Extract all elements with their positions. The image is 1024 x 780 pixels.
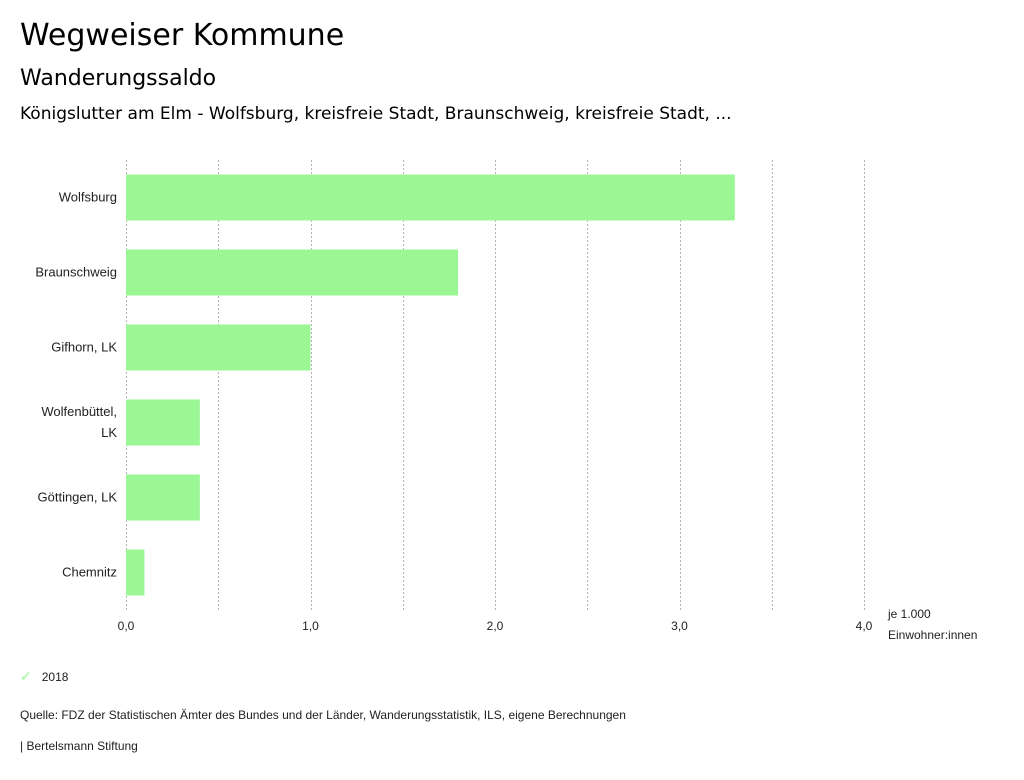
category-label-line: Wolfsburg bbox=[59, 190, 117, 205]
category-label: Braunschweig bbox=[35, 265, 117, 280]
x-tick-label: 4,0 bbox=[856, 619, 873, 633]
category-label-line: Gifhorn, LK bbox=[51, 340, 117, 355]
x-tick-label: 2,0 bbox=[487, 619, 504, 633]
x-axis-unit-line-2: Einwohner:innen bbox=[888, 628, 978, 642]
x-tick-label: 1,0 bbox=[302, 619, 319, 633]
category-label-line: LK bbox=[101, 425, 117, 440]
legend-item-2018[interactable]: ✓ 2018 bbox=[20, 668, 68, 685]
category-label: Gifhorn, LK bbox=[51, 340, 117, 355]
check-icon: ✓ bbox=[20, 668, 32, 684]
brand-credit: | Bertelsmann Stiftung bbox=[20, 739, 138, 753]
bar-chart: Wolfsburg Braunschweig Gifhorn, LK Wolfenbü… bbox=[35, 160, 873, 633]
x-tick-label: 3,0 bbox=[671, 619, 688, 633]
bar bbox=[126, 324, 311, 371]
x-axis-unit: je 1.000 Einwohner:innen bbox=[888, 604, 977, 646]
category-label: Wolfenbüttel, LK bbox=[41, 404, 117, 440]
x-tick-label: 0,0 bbox=[118, 619, 135, 633]
chart-subtitle: Wanderungssaldo bbox=[20, 66, 217, 91]
bar bbox=[126, 549, 145, 596]
page-title: Wegweiser Kommune bbox=[20, 18, 345, 53]
chart-description: Königslutter am Elm - Wolfsburg, kreisfr… bbox=[20, 104, 732, 124]
bar bbox=[126, 174, 735, 221]
bar bbox=[126, 474, 200, 521]
category-label-line: Göttingen, LK bbox=[38, 490, 118, 505]
x-axis-unit-line-1: je 1.000 bbox=[888, 607, 931, 621]
source-note: Quelle: FDZ der Statistischen Ämter des … bbox=[20, 708, 626, 722]
category-label: Göttingen, LK bbox=[38, 490, 118, 505]
category-label-line: Wolfenbüttel, bbox=[41, 404, 117, 419]
category-label-line: Braunschweig bbox=[35, 265, 117, 280]
bar bbox=[126, 249, 459, 296]
category-label: Chemnitz bbox=[62, 565, 117, 580]
category-label-line: Chemnitz bbox=[62, 565, 117, 580]
legend-label: 2018 bbox=[41, 669, 69, 684]
bar bbox=[126, 399, 200, 446]
category-label: Wolfsburg bbox=[59, 190, 117, 205]
